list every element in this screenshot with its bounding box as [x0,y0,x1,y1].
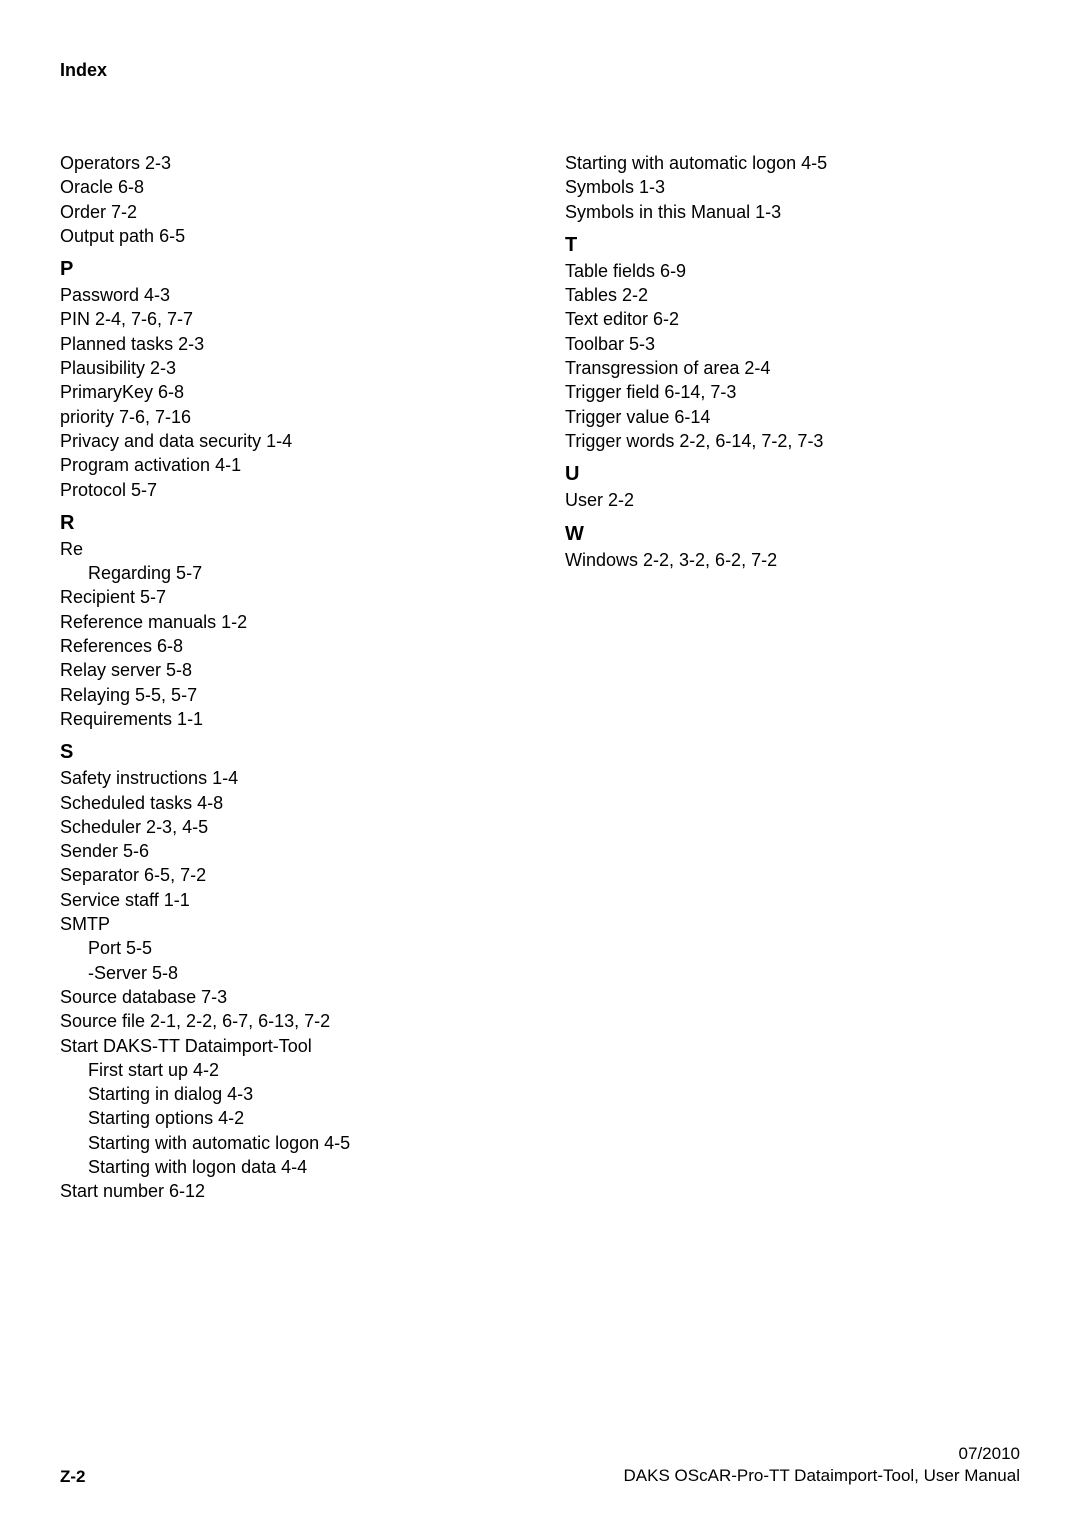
index-columns: Operators 2-3 Oracle 6-8 Order 7-2 Outpu… [60,151,1020,1204]
index-entry: Tables 2-2 [565,283,1020,307]
page-footer: Z-2 07/2010 DAKS OScAR-Pro-TT Dataimport… [60,1443,1020,1487]
index-entry: Trigger field 6-14, 7-3 [565,380,1020,404]
footer-doc-title: DAKS OScAR-Pro-TT Dataimport-Tool, User … [624,1465,1020,1487]
index-entry: Relay server 5-8 [60,658,515,682]
index-subentry: Regarding 5-7 [60,561,515,585]
index-entry: Transgression of area 2-4 [565,356,1020,380]
index-subentry: First start up 4-2 [60,1058,515,1082]
index-entry: Symbols in this Manual 1-3 [565,200,1020,224]
index-entry: Privacy and data security 1-4 [60,429,515,453]
index-entry: Re [60,537,515,561]
index-entry: Scheduled tasks 4-8 [60,791,515,815]
index-entry: Safety instructions 1-4 [60,766,515,790]
index-subentry: Starting with automatic logon 4-5 [60,1131,515,1155]
index-entry: Windows 2-2, 3-2, 6-2, 7-2 [565,548,1020,572]
index-entry: Password 4-3 [60,283,515,307]
index-subentry: Starting options 4-2 [60,1106,515,1130]
index-entry: Reference manuals 1-2 [60,610,515,634]
page-number: Z-2 [60,1467,86,1487]
index-entry: Program activation 4-1 [60,453,515,477]
index-entry: SMTP [60,912,515,936]
index-entry: Plausibility 2-3 [60,356,515,380]
index-entry: Symbols 1-3 [565,175,1020,199]
index-entry: Starting with automatic logon 4-5 [565,151,1020,175]
index-entry: User 2-2 [565,488,1020,512]
index-subentry: Starting with logon data 4-4 [60,1155,515,1179]
index-entry: Start DAKS-TT Dataimport-Tool [60,1034,515,1058]
section-letter-t: T [565,234,1020,257]
section-letter-s: S [60,741,515,764]
index-entry: Relaying 5-5, 5-7 [60,683,515,707]
index-entry: Output path 6-5 [60,224,515,248]
index-entry: Trigger value 6-14 [565,405,1020,429]
index-entry: PrimaryKey 6-8 [60,380,515,404]
left-column: Operators 2-3 Oracle 6-8 Order 7-2 Outpu… [60,151,515,1204]
index-entry: PIN 2-4, 7-6, 7-7 [60,307,515,331]
right-column: Starting with automatic logon 4-5 Symbol… [565,151,1020,1204]
index-subentry: Starting in dialog 4-3 [60,1082,515,1106]
index-entry: Text editor 6-2 [565,307,1020,331]
index-entry: Scheduler 2-3, 4-5 [60,815,515,839]
index-entry: Trigger words 2-2, 6-14, 7-2, 7-3 [565,429,1020,453]
index-entry: Source file 2-1, 2-2, 6-7, 6-13, 7-2 [60,1009,515,1033]
index-entry: Start number 6-12 [60,1179,515,1203]
index-subentry: Port 5-5 [60,936,515,960]
index-entry: Protocol 5-7 [60,478,515,502]
index-entry: Order 7-2 [60,200,515,224]
section-letter-u: U [565,463,1020,486]
index-entry: Planned tasks 2-3 [60,332,515,356]
index-entry: Oracle 6-8 [60,175,515,199]
footer-meta: 07/2010 DAKS OScAR-Pro-TT Dataimport-Too… [624,1443,1020,1487]
section-letter-p: P [60,258,515,281]
section-letter-r: R [60,512,515,535]
section-letter-w: W [565,523,1020,546]
index-entry: References 6-8 [60,634,515,658]
index-entry: Separator 6-5, 7-2 [60,863,515,887]
index-entry: Toolbar 5-3 [565,332,1020,356]
index-entry: priority 7-6, 7-16 [60,405,515,429]
index-subentry: -Server 5-8 [60,961,515,985]
index-entry: Sender 5-6 [60,839,515,863]
index-entry: Service staff 1-1 [60,888,515,912]
index-entry: Recipient 5-7 [60,585,515,609]
index-entry: Operators 2-3 [60,151,515,175]
index-entry: Table fields 6-9 [565,259,1020,283]
footer-date: 07/2010 [624,1443,1020,1465]
index-entry: Requirements 1-1 [60,707,515,731]
page-title: Index [60,60,1020,81]
index-entry: Source database 7-3 [60,985,515,1009]
